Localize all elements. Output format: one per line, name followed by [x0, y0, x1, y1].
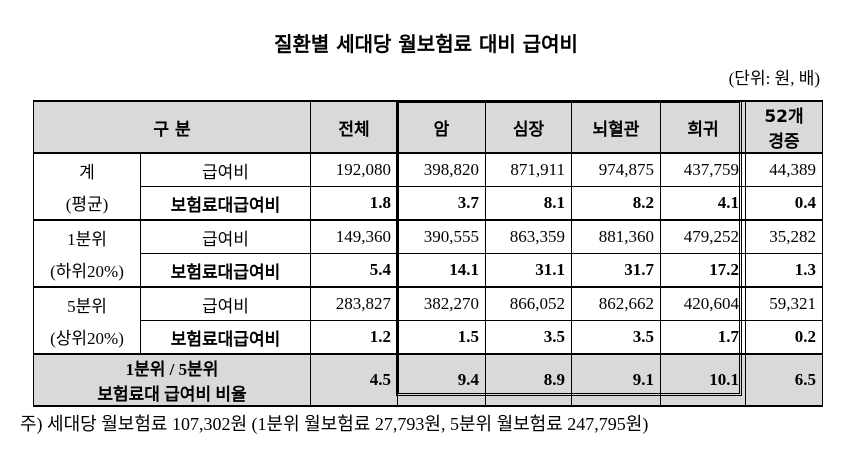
- cell-line: 52개: [764, 107, 804, 127]
- row-label: 급여비: [140, 219, 311, 254]
- value-cell: 3.5: [571, 320, 661, 355]
- title: 질환별 세대당 월보험료 대비 급여비: [274, 32, 578, 56]
- value-cell: 382,270: [397, 286, 486, 321]
- cell-line: 전체: [338, 119, 370, 140]
- header-cell: 전체: [310, 100, 398, 154]
- value-cell: 866,052: [485, 286, 572, 321]
- data-row: (하위20%) 보험료대급여비 5.4 14.1 31.1 31.7 17.2 1.3: [33, 253, 823, 288]
- cell-line: 1분위 / 5분위: [125, 360, 219, 379]
- value-cell: 974,875: [571, 152, 661, 187]
- value-cell: 420,604: [660, 286, 746, 321]
- value-cell: 14.1: [397, 253, 486, 288]
- ratio-row: 1분위 / 5분위 보험료대 급여비 비율 4.5 9.4 8.9 9.1 10.1 6.5: [33, 353, 823, 407]
- value-cell: 31.1: [485, 253, 572, 288]
- value-cell: 479,252: [660, 219, 746, 254]
- value-cell: 192,080: [310, 152, 398, 187]
- unit: (단위: 원, 배): [728, 69, 820, 88]
- group-label: (평균): [33, 186, 141, 221]
- value-cell: 1.8: [310, 186, 398, 221]
- value-cell: 4.1: [660, 186, 746, 221]
- value-cell: 881,360: [571, 219, 661, 254]
- footnote: 주) 세대당 월보험료 107,302원 (1분위 월보험료 27,793원, …: [20, 414, 649, 434]
- value-cell: 863,359: [485, 219, 572, 254]
- cell-line: 경증: [768, 132, 800, 152]
- header-cell: 뇌혈관: [571, 100, 661, 154]
- value-cell: 4.5: [310, 353, 398, 407]
- data-row: 계 급여비 192,080 398,820 871,911 974,875 437,759 4…: [33, 152, 823, 187]
- row-label: 보험료대급여비: [140, 186, 311, 221]
- group-label: (하위20%): [33, 253, 141, 288]
- group-label: 1분위: [33, 219, 141, 254]
- value-cell: 390,555: [397, 219, 486, 254]
- cell-line: 심장: [512, 119, 545, 140]
- header-cell: 희귀: [660, 100, 746, 154]
- row-label: 급여비: [140, 286, 311, 321]
- value-cell: 3.5: [485, 320, 572, 355]
- value-cell: 17.2: [660, 253, 746, 288]
- value-cell: 44,389: [745, 152, 823, 187]
- value-cell: 862,662: [571, 286, 661, 321]
- header-cell: 구 분: [33, 100, 311, 154]
- value-cell: 283,827: [310, 286, 398, 321]
- cell-line: 희귀: [687, 119, 719, 140]
- cell-line: 암: [433, 119, 450, 140]
- data-row: 5분위 급여비 283,827 382,270 866,052 862,662 420,60…: [33, 286, 823, 321]
- value-cell: 1.2: [310, 320, 398, 355]
- cell-line: 뇌혈관: [592, 119, 640, 140]
- header-cell: 심장: [485, 100, 572, 154]
- value-cell: 31.7: [571, 253, 661, 288]
- group-label: 5분위: [33, 286, 141, 321]
- cell-line: 보험료대 급여비 비율: [97, 385, 247, 404]
- value-cell: 149,360: [310, 219, 398, 254]
- value-cell: 0.4: [745, 186, 823, 221]
- value-cell: 437,759: [660, 152, 746, 187]
- data-row: 1분위 급여비 149,360 390,555 863,359 881,360 479,25…: [33, 219, 823, 254]
- value-cell: 0.2: [745, 320, 823, 355]
- value-cell: 8.1: [485, 186, 572, 221]
- value-cell: 1.5: [397, 320, 486, 355]
- cell-line: 구 분: [153, 119, 191, 140]
- group-label: (상위20%): [33, 320, 141, 355]
- data-row: (상위20%) 보험료대급여비 1.2 1.5 3.5 3.5 1.7 0.2: [33, 320, 823, 355]
- data-row: (평균) 보험료대급여비 1.8 3.7 8.1 8.2 4.1 0.4: [33, 186, 823, 221]
- row-label: 급여비: [140, 152, 311, 187]
- group-label: 계: [33, 152, 141, 187]
- value-cell: 398,820: [397, 152, 486, 187]
- value-cell: 3.7: [397, 186, 486, 221]
- value-cell: 6.5: [745, 353, 823, 407]
- value-cell: 9.1: [571, 353, 661, 407]
- row-label: 보험료대급여비: [140, 320, 311, 355]
- value-cell: 10.1: [660, 353, 746, 407]
- value-cell: 1.3: [745, 253, 823, 288]
- value-cell: 9.4: [397, 353, 486, 407]
- value-cell: 59,321: [745, 286, 823, 321]
- table: 구 분 전체 암 심장 뇌혈관 희귀 52개 경증 계 급여비 192,080 398,820 871,…: [33, 100, 823, 407]
- value-cell: 5.4: [310, 253, 398, 288]
- value-cell: 35,282: [745, 219, 823, 254]
- value-cell: 1.7: [660, 320, 746, 355]
- row-label: 보험료대급여비: [140, 253, 311, 288]
- value-cell: 8.2: [571, 186, 661, 221]
- header-cell: 암: [397, 100, 486, 154]
- value-cell: 871,911: [485, 152, 572, 187]
- value-cell: 8.9: [485, 353, 572, 407]
